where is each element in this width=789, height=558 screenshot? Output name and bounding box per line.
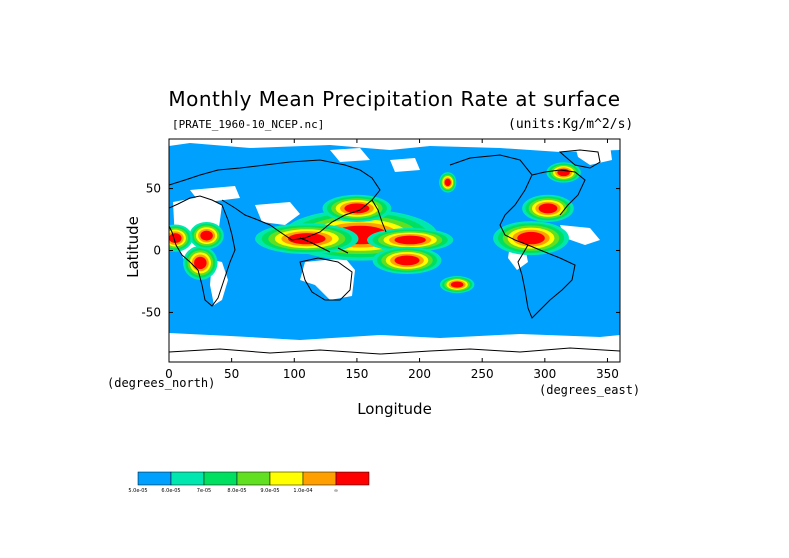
- precip-region-11-level-6: [444, 178, 451, 187]
- x-tick-label: 100: [283, 367, 306, 381]
- x-tick-label: 200: [408, 367, 431, 381]
- legend-label: 5.0e-05: [128, 488, 147, 494]
- legend-swatch: [170, 471, 205, 486]
- x-axis-ticks: 0 50 100 150 200 250 300 350: [165, 139, 619, 381]
- x-tick-label: 0: [165, 367, 173, 381]
- legend-swatch: [236, 471, 271, 486]
- precip-region-5-level-6: [394, 255, 420, 266]
- precip-region-10-level-6: [538, 203, 558, 214]
- precip-region-8-level-6: [450, 281, 464, 288]
- precipitation-regions: [169, 162, 581, 294]
- legend-label: 6.0e-05: [161, 488, 180, 494]
- legend-label: 1.0e-04: [293, 488, 312, 494]
- x-tick-label: 50: [224, 367, 239, 381]
- legend-label: 7e-05: [197, 488, 211, 494]
- legend-swatch: [137, 471, 172, 486]
- y-axis-ticks: -50 0 50: [141, 182, 620, 319]
- precip-region-4-level-6: [394, 235, 426, 245]
- y-tick-label: 0: [153, 244, 161, 258]
- coastlines: [169, 149, 620, 355]
- y-axis-unit: (degrees_north): [107, 376, 216, 390]
- x-axis-unit: (degrees_east): [539, 383, 641, 397]
- precip-region-0-level-6: [194, 256, 207, 270]
- color-legend: 5.0e-05 6.0e-05 7e-05 8.0e-05 9.0e-05 1.0e-04…: [128, 471, 370, 494]
- x-tick-label: 350: [596, 367, 619, 381]
- legend-label: 9.0e-05: [260, 488, 279, 494]
- x-tick-label: 300: [533, 367, 556, 381]
- chart-title: Monthly Mean Precipitation Rate at surfa…: [168, 87, 621, 111]
- precip-region-9-level-6: [517, 231, 545, 245]
- precip-region-1-level-6: [200, 230, 213, 241]
- y-tick-label: 50: [146, 182, 161, 196]
- legend-swatch: [203, 471, 238, 486]
- source-filename: [PRATE_1960-10_NCEP.nc]: [172, 118, 325, 131]
- legend-label: 8.0e-05: [227, 488, 246, 494]
- x-tick-label: 250: [471, 367, 494, 381]
- precip-region-6-level-6: [288, 233, 326, 245]
- precip-region-7-level-6: [344, 203, 370, 214]
- legend-swatch: [335, 471, 370, 486]
- legend-swatch: [269, 471, 304, 486]
- x-tick-label: 150: [345, 367, 368, 381]
- precip-region-2-level-6: [169, 233, 182, 244]
- x-axis-label: Longitude: [357, 400, 432, 418]
- legend-swatch: [302, 471, 337, 486]
- legend-label: ∞: [334, 488, 338, 494]
- y-tick-label: -50: [141, 305, 161, 319]
- units-label: (units:Kg/m^2/s): [508, 117, 634, 132]
